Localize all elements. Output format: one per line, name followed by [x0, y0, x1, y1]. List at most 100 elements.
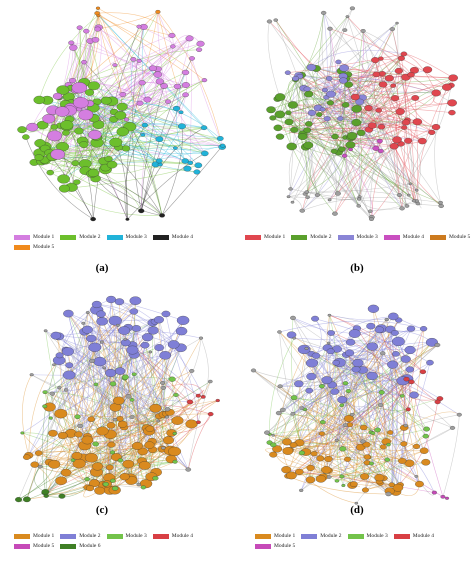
network-node — [345, 141, 356, 149]
network-node — [65, 362, 74, 369]
edge — [292, 317, 389, 495]
edge — [365, 328, 384, 491]
network-node — [320, 10, 327, 15]
network-node — [289, 442, 298, 448]
network-node — [345, 338, 356, 346]
network-node — [274, 110, 286, 119]
edge — [334, 126, 382, 214]
edge — [329, 28, 448, 88]
network-node — [185, 419, 198, 429]
network-node — [84, 453, 98, 463]
network-node — [73, 97, 89, 109]
edge — [111, 81, 161, 165]
edge — [404, 411, 460, 429]
panel-c: Module 1 Module 2 Module 3 Module 4 Modu… — [0, 283, 237, 566]
edge — [329, 315, 403, 462]
edge — [66, 84, 187, 127]
edge — [413, 394, 444, 497]
network-node — [374, 473, 385, 482]
network-node — [42, 114, 56, 124]
edge — [157, 11, 178, 87]
edge — [311, 67, 417, 191]
edge — [299, 471, 357, 504]
network-node — [342, 28, 348, 32]
edge — [161, 126, 183, 216]
legend-swatch — [430, 234, 446, 240]
edge — [365, 427, 405, 491]
legend-item: Module 5 — [255, 543, 295, 549]
edge — [306, 183, 411, 193]
edge — [291, 334, 405, 428]
network-node — [43, 329, 48, 333]
edge — [34, 409, 168, 465]
network-node — [55, 476, 67, 486]
network-node — [173, 392, 179, 397]
network-node — [399, 394, 405, 398]
edge — [60, 122, 205, 128]
edge — [92, 97, 169, 118]
edge — [31, 374, 60, 388]
edge — [330, 102, 432, 133]
edge — [336, 462, 410, 482]
network-node — [305, 387, 313, 394]
edge — [96, 13, 146, 126]
edge — [380, 58, 401, 140]
edge — [373, 308, 399, 488]
edge — [98, 15, 205, 81]
edge — [334, 22, 398, 137]
edge — [286, 369, 357, 442]
edge — [288, 85, 394, 114]
network-node — [364, 104, 373, 112]
edge — [87, 337, 148, 441]
network-node — [91, 37, 100, 43]
edge — [78, 108, 177, 132]
legend-item: Module 5 — [14, 543, 54, 549]
edge — [136, 328, 191, 403]
edge — [50, 60, 140, 173]
legend-swatch — [255, 533, 271, 539]
edge — [69, 364, 123, 425]
edge — [338, 97, 416, 153]
network-node — [189, 56, 195, 61]
network-node — [440, 495, 446, 499]
edge — [371, 375, 387, 442]
network-node — [170, 44, 176, 49]
network-node — [360, 439, 366, 444]
network-node — [341, 102, 350, 108]
network-node — [362, 441, 371, 448]
edge — [391, 362, 431, 485]
network-node — [431, 89, 441, 97]
edge — [269, 21, 442, 207]
network-node — [34, 450, 43, 456]
network-node — [297, 133, 308, 141]
legend-swatch — [383, 234, 400, 240]
edge — [95, 347, 160, 385]
network-node — [129, 296, 142, 305]
edge — [390, 329, 398, 485]
edge — [272, 117, 407, 123]
network-node — [332, 211, 338, 216]
network-node — [331, 133, 339, 140]
edge — [162, 344, 174, 410]
edge — [34, 464, 51, 493]
network-node — [376, 138, 383, 144]
edge — [95, 384, 144, 488]
edge — [96, 101, 191, 164]
network-node — [355, 98, 365, 106]
network-node — [290, 412, 296, 416]
network-node — [299, 208, 305, 213]
edge — [98, 27, 146, 126]
network-node — [123, 337, 128, 341]
edge — [288, 97, 331, 113]
network-node — [64, 388, 69, 392]
edge — [94, 347, 116, 420]
edge — [44, 342, 126, 393]
edge — [353, 353, 383, 485]
edge — [291, 58, 402, 147]
network-node — [392, 483, 404, 492]
network-node — [48, 459, 61, 469]
network-node — [368, 209, 373, 213]
edge — [275, 19, 382, 127]
network-node — [91, 300, 102, 308]
edge — [96, 136, 163, 216]
